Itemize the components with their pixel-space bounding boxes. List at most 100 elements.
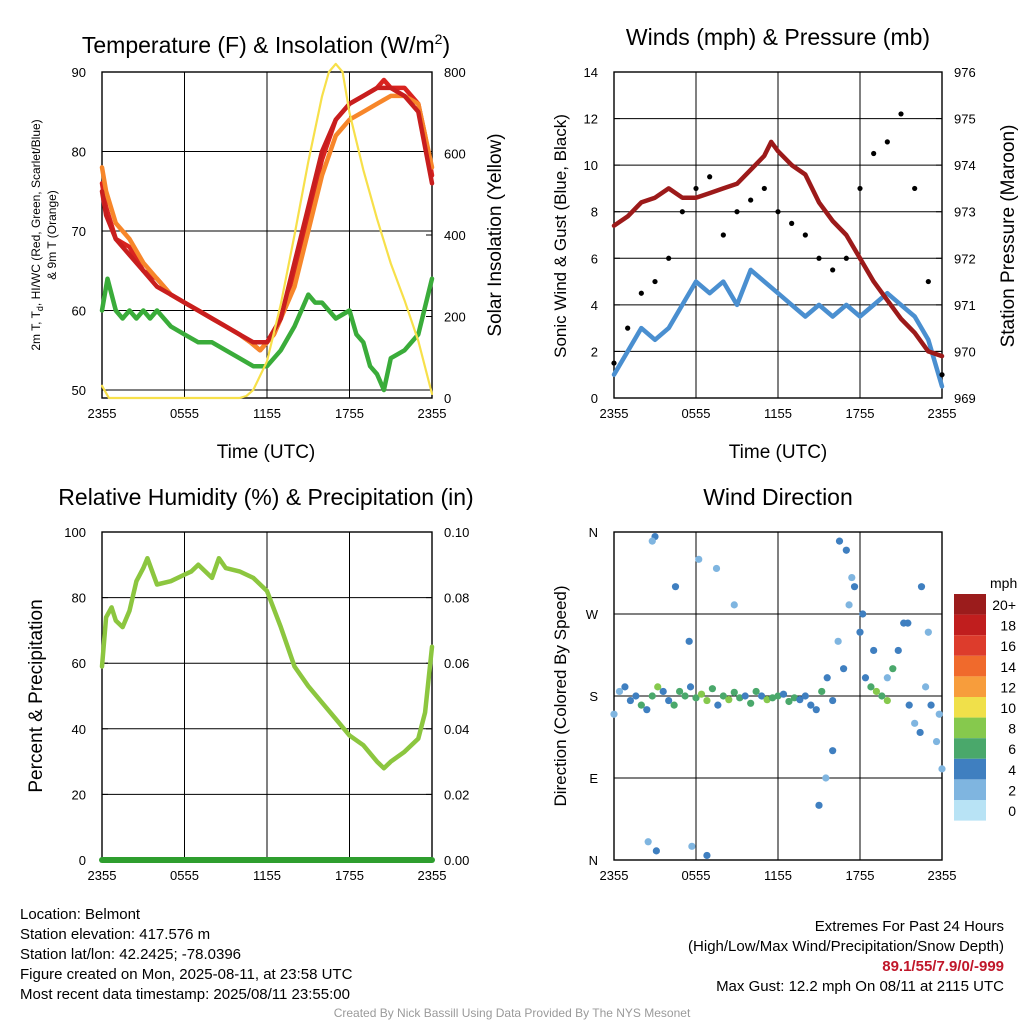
y2-tick-label: 973 [954, 205, 976, 220]
y-tick-label: 60 [72, 304, 86, 319]
gust-point [666, 255, 672, 261]
y2-tick-label: 970 [954, 344, 976, 359]
direction-point [872, 687, 881, 696]
direction-point [692, 694, 700, 702]
gust-point [679, 209, 685, 215]
legend-swatch [954, 800, 986, 821]
x-tick-label: 2355 [418, 406, 447, 421]
y2-tick-label: 0.00 [444, 853, 469, 868]
y2-tick-label: 972 [954, 251, 976, 266]
location-text: Location: Belmont [20, 906, 141, 923]
x-tick-label: 1755 [846, 868, 875, 883]
direction-point [685, 637, 693, 645]
direction-point [834, 637, 842, 645]
plot-frame [613, 531, 943, 861]
direction-point [835, 537, 844, 545]
gust-point [625, 325, 631, 331]
speed-legend: 20+ 18 16 14 12 10 8 6 4 2 0 [954, 594, 1016, 821]
x-tick-label: 1155 [764, 868, 792, 883]
direction-point [932, 737, 941, 746]
direction-point [648, 537, 656, 545]
direction-point [708, 685, 717, 693]
direction-point [801, 692, 809, 700]
created-text: Figure created on Mon, 2025-08-11, at 23… [20, 966, 353, 983]
legend-swatch [954, 717, 986, 739]
winds-xlabel: Time (UTC) [729, 442, 828, 463]
direction-point [654, 683, 662, 691]
9m-t-line [99, 93, 435, 353]
y-tick-label: 90 [72, 65, 86, 80]
winds-ylabel-left: Sonic Wind & Gust (Blue, Black) [551, 114, 570, 358]
direction-point [703, 851, 711, 860]
temperature-ylabel-left-line2: & 9m T (Orange) [45, 190, 59, 280]
direction-point [916, 728, 924, 737]
gust-point [816, 255, 822, 261]
direction-point [867, 683, 875, 691]
legend-swatch [954, 614, 986, 636]
y-tick-label: 8 [591, 205, 598, 220]
y-tick-label: 100 [64, 525, 86, 540]
x-tick-label: 1755 [335, 406, 364, 421]
direction-point [812, 706, 820, 714]
max-gust-text: Max Gust: 12.2 mph On 08/11 at 2115 UTC [716, 978, 1004, 995]
relative-humidity-line [99, 555, 435, 771]
gust-point [830, 267, 836, 273]
y-tick-label: S [589, 689, 598, 704]
direction-point [626, 696, 635, 705]
direction-point [665, 696, 673, 705]
direction-point [615, 687, 624, 696]
direction-point [850, 583, 859, 591]
sonic-wind-line [611, 267, 945, 389]
legend-label: 12 [1000, 679, 1016, 695]
gust-point [802, 232, 808, 238]
direction-point [905, 701, 913, 709]
direction-point [736, 694, 744, 702]
legend-label: 20+ [992, 597, 1016, 613]
gust-point [611, 360, 617, 366]
y-tick-label: W [586, 607, 599, 622]
legend-swatch [954, 697, 986, 718]
y2-tick-label: 400 [444, 228, 466, 243]
y2-tick-label: 0.02 [444, 787, 469, 802]
direction-point [818, 687, 826, 696]
y2-tick-label: 971 [954, 298, 976, 313]
legend-label: 0 [1008, 803, 1016, 819]
plot-frame [613, 71, 943, 399]
direction-point [632, 692, 640, 700]
y-tick-label: 80 [72, 591, 86, 606]
extremes-title: Extremes For Past 24 Hours [814, 918, 1004, 935]
direction-point [610, 710, 618, 718]
humidity-plot: 2355 0555 1155 1755 23550204060801000.000.02… [64, 525, 469, 883]
direction-point [883, 674, 891, 682]
td-line [99, 276, 435, 393]
direction-point [686, 683, 695, 691]
gust-point [843, 255, 849, 261]
y-tick-label: 0 [591, 391, 598, 406]
direction-point [924, 628, 932, 636]
direction-point [935, 710, 943, 718]
direction-point [845, 601, 853, 609]
gust-point [693, 185, 699, 192]
direction-point [730, 688, 738, 696]
direction-point [911, 719, 919, 727]
x-tick-label: 1155 [764, 406, 792, 421]
y-tick-label: 0 [79, 853, 86, 868]
gust-point [652, 278, 658, 285]
direction-point [917, 583, 926, 591]
legend-swatch [954, 738, 986, 759]
direction-point [848, 573, 856, 582]
direction-point [712, 564, 721, 573]
y-tick-label: E [589, 771, 598, 786]
direction-point [790, 694, 799, 702]
direction-point [840, 665, 848, 673]
direction-point [714, 701, 722, 709]
x-tick-label: 0555 [170, 406, 199, 421]
legend-label: 10 [1000, 700, 1016, 716]
direction-point [695, 555, 703, 563]
y-tick-label: 80 [72, 145, 86, 160]
direction-point [904, 619, 912, 627]
direction-point [822, 774, 830, 782]
y-tick-label: 10 [584, 158, 598, 173]
x-tick-label: 2355 [928, 868, 957, 883]
x-tick-label: 2355 [88, 868, 117, 883]
